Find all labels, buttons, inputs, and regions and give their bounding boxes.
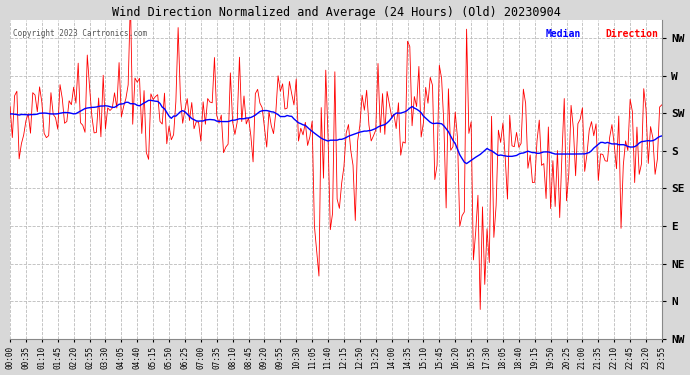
Text: Median: Median: [545, 29, 580, 39]
Title: Wind Direction Normalized and Average (24 Hours) (Old) 20230904: Wind Direction Normalized and Average (2…: [112, 6, 560, 18]
Text: Direction: Direction: [606, 29, 659, 39]
Text: Copyright 2023 Cartronics.com: Copyright 2023 Cartronics.com: [13, 29, 148, 38]
